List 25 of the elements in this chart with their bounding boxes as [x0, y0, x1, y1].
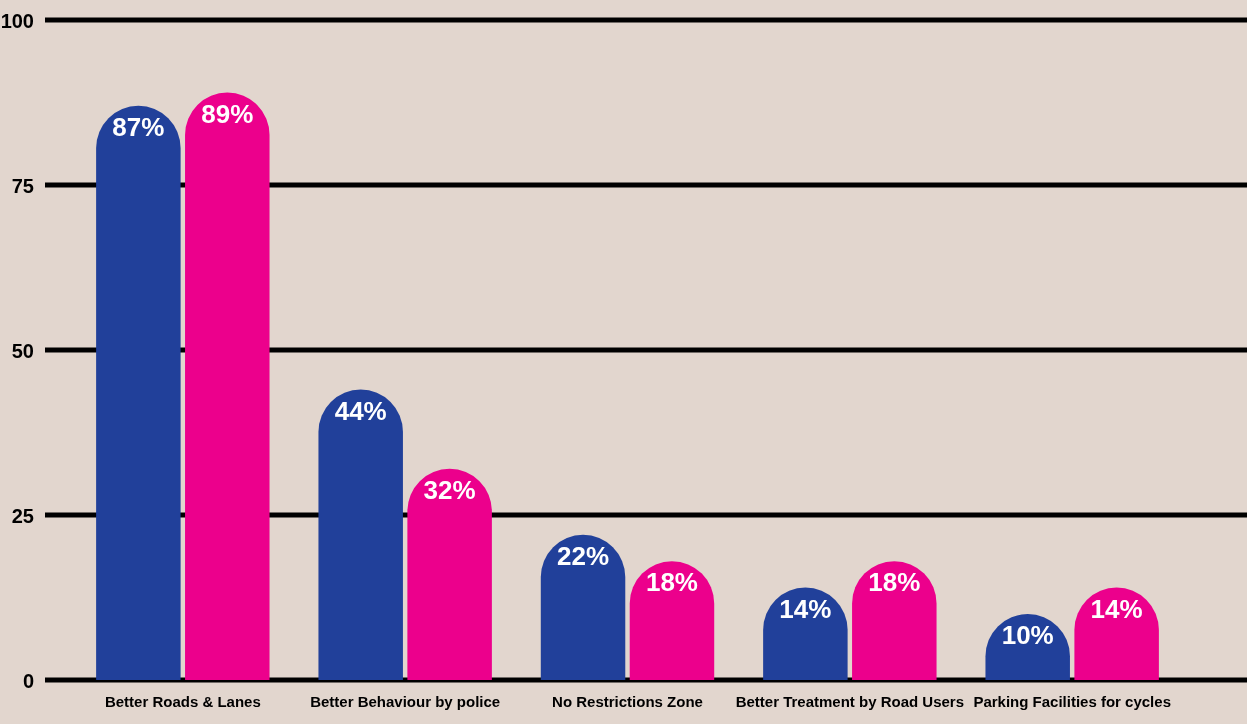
data-label: 10% [1001, 620, 1054, 650]
x-tick-label: Better Roads & Lanes [104, 693, 261, 710]
data-label: 14% [779, 593, 832, 624]
x-tick-label: No Restrictions Zone [552, 693, 703, 710]
data-label: 32% [423, 474, 476, 505]
bar [185, 92, 270, 680]
x-tick-label: Better Treatment by Road Users [735, 693, 965, 710]
x-tick-label: Parking Facilities for cycles [973, 693, 1171, 710]
bar [407, 468, 492, 680]
bar [318, 389, 403, 680]
data-label: 87% [112, 111, 165, 142]
data-label: 14% [1090, 593, 1143, 624]
x-tick-label: Better Behaviour by police [310, 693, 501, 710]
y-tick-label: 25 [11, 504, 34, 527]
y-tick-label: 50 [11, 339, 34, 362]
y-tick-label: 0 [22, 669, 34, 692]
data-label: 89% [201, 98, 254, 129]
data-label: 18% [868, 567, 921, 598]
y-tick-label: 100 [0, 9, 34, 32]
data-label: 44% [334, 395, 387, 426]
data-label: 22% [557, 540, 610, 571]
bar [96, 105, 181, 680]
y-tick-label: 75 [11, 174, 34, 197]
data-label: 18% [645, 567, 698, 598]
bar [540, 534, 626, 680]
